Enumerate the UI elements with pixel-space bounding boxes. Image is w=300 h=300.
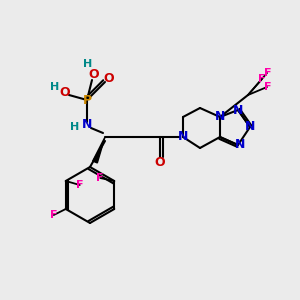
Text: O: O [89, 68, 99, 80]
Text: F: F [97, 173, 104, 183]
Text: H: H [83, 59, 93, 69]
Text: F: F [50, 210, 58, 220]
Text: N: N [178, 130, 188, 143]
Text: N: N [215, 110, 225, 124]
Text: O: O [155, 155, 165, 169]
Text: F: F [264, 82, 272, 92]
Text: N: N [233, 103, 243, 116]
Text: P: P [82, 94, 91, 106]
Text: N: N [235, 139, 245, 152]
Text: O: O [60, 86, 70, 100]
Text: H: H [70, 122, 80, 132]
Text: N: N [82, 118, 92, 130]
Text: F: F [258, 74, 266, 84]
Text: H: H [50, 82, 60, 92]
Text: N: N [245, 121, 255, 134]
Polygon shape [93, 137, 105, 163]
Text: F: F [264, 68, 272, 78]
Text: O: O [104, 71, 114, 85]
Text: F: F [76, 180, 83, 190]
